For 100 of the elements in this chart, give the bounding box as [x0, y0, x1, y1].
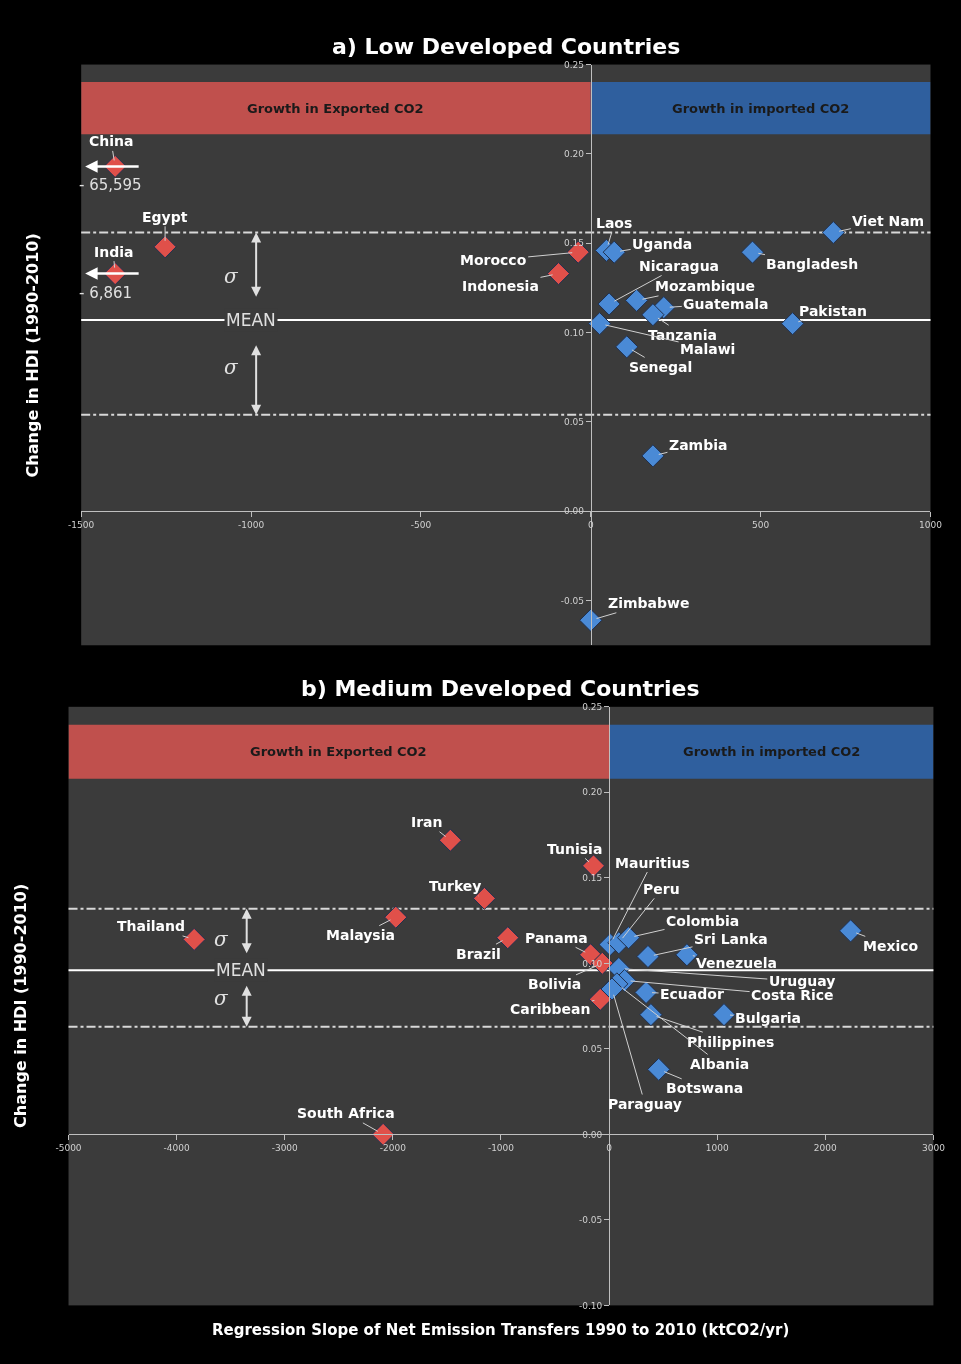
point [821, 220, 845, 245]
point [634, 980, 658, 1004]
x-tick-label: -5000 [55, 1143, 82, 1154]
x-tick-label: -4000 [163, 1143, 190, 1154]
point [597, 292, 621, 316]
series-label: Laos [596, 215, 633, 231]
ref-line-label: MEAN [216, 960, 266, 980]
series-label: Ecuador [660, 986, 724, 1002]
series-label: Egypt [142, 209, 188, 225]
y-tick-label: 0.10 [563, 327, 585, 338]
point [546, 262, 571, 286]
text: Mauritius [615, 855, 690, 871]
text: Peru [643, 881, 680, 897]
annotation: - 65,595 [79, 176, 142, 194]
text: Nicaragua [639, 258, 720, 274]
point [153, 235, 177, 259]
text: Albania [690, 1056, 750, 1072]
y-tick-label: 0.25 [582, 701, 603, 712]
series-label: Zambia [669, 437, 728, 453]
point [740, 240, 765, 264]
point [615, 335, 639, 359]
series-label: South Africa [297, 1105, 395, 1121]
x-tick-label: -1000 [237, 520, 265, 531]
x-tick-label: 0 [587, 520, 594, 531]
band-label: Growth in Exported CO2 [250, 744, 427, 759]
x-tick-label: -3000 [271, 1143, 299, 1154]
series-label: Mozambique [655, 278, 756, 294]
series-label: Viet Nam [852, 213, 925, 229]
chart-title: a) Low Developed Countries [332, 34, 681, 59]
series-label: Iran [411, 814, 443, 830]
y-axis-title: Change in HDI (1990-2010) [10, 883, 30, 1128]
point [641, 444, 665, 468]
text: Philippines [687, 1034, 775, 1050]
series-label: Malaysia [326, 927, 395, 943]
x-axis-title: Regression Slope of Net Emission Transfers 1990 to 2010 (ktCO2/yr) [212, 1321, 790, 1339]
band-label: Growth in imported CO2 [672, 101, 850, 116]
x-tick-label: -2000 [379, 1143, 407, 1154]
series-label: Bulgaria [735, 1010, 802, 1026]
x-tick-label: 500 [752, 520, 770, 531]
annotation: - 6,861 [79, 284, 133, 302]
point [712, 1003, 736, 1027]
series-label: Bolivia [528, 976, 582, 992]
point [579, 608, 603, 632]
y-tick-label: 0.20 [582, 787, 603, 798]
point [647, 1057, 671, 1081]
x-tick-label: 3000 [921, 1143, 946, 1154]
series-label: Thailand [117, 918, 185, 934]
x-tick-label: -1000 [487, 1143, 515, 1154]
y-tick-label: 0.15 [563, 238, 584, 249]
y-tick-label: -0.05 [560, 595, 584, 606]
text: Malawi [680, 341, 736, 357]
series-label: Guatemala [683, 296, 769, 312]
series-label: Senegal [629, 359, 693, 375]
y-tick-label: 0.05 [582, 1044, 603, 1055]
x-tick-label: -1500 [68, 520, 95, 531]
series-label: Tanzania [648, 327, 717, 343]
series-label: Colombia [666, 913, 740, 929]
series-label: Mexico [863, 938, 919, 954]
chart-title: b) Medium Developed Countries [301, 676, 700, 701]
y-axis-title: Change in HDI (1990-2010) [22, 233, 42, 478]
point [588, 987, 612, 1011]
annotation: σ [224, 355, 239, 379]
point [641, 303, 665, 327]
series-label: Botswana [666, 1080, 744, 1096]
point [636, 944, 660, 969]
series-label: Uganda [632, 236, 693, 252]
point [588, 312, 612, 336]
y-tick-label: 0.15 [582, 872, 603, 883]
x-tick-label: 1000 [919, 520, 943, 531]
text: Uruguay [769, 973, 836, 989]
point [602, 240, 626, 264]
text: Morocco [460, 252, 527, 268]
series-label: Panama [525, 930, 588, 946]
point [616, 926, 641, 950]
point [384, 905, 408, 929]
series-label: Tunisia [547, 841, 603, 857]
series-label: India [94, 244, 134, 260]
point [639, 1003, 663, 1027]
series-label: Caribbean [510, 1001, 591, 1017]
series-label: Indonesia [462, 278, 539, 294]
y-tick-label: 0.05 [563, 417, 584, 428]
point [839, 919, 863, 943]
band-label: Growth in Exported CO2 [247, 101, 424, 116]
x-tick-label: -500 [410, 520, 432, 531]
series-label: Pakistan [799, 303, 867, 319]
x-tick-label: 1000 [705, 1143, 729, 1154]
y-tick-label: 0.25 [563, 59, 584, 70]
band-label: Growth in imported CO2 [683, 744, 861, 759]
series-label: Bangladesh [766, 256, 859, 272]
x-tick-label: 2000 [813, 1143, 838, 1154]
series-label: Brazil [456, 946, 501, 962]
ref-line-label: MEAN [226, 310, 276, 330]
series-label: Zimbabwe [608, 595, 690, 611]
point [438, 828, 462, 852]
annotation: σ [214, 986, 229, 1010]
point [496, 926, 520, 950]
y-tick-label: 0.20 [563, 149, 585, 160]
x-tick-label: 0 [606, 1143, 613, 1154]
annotation: σ [214, 927, 229, 951]
point [625, 288, 649, 312]
